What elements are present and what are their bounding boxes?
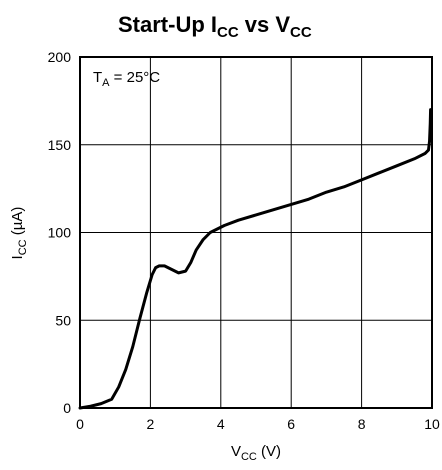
x-tick-label: 10	[424, 416, 440, 432]
annotation-text: T	[93, 69, 102, 86]
x-axis-label-subscript: CC	[241, 451, 257, 463]
x-tick-label: 2	[147, 416, 155, 432]
x-tick-label: 6	[287, 416, 295, 432]
chart-title-text-1: Start-Up I	[118, 12, 217, 37]
y-tick-labels: 0 50 100 150 200	[48, 49, 72, 416]
y-axis-label-text: I	[9, 255, 26, 259]
x-axis-label: VCC (V)	[231, 443, 281, 463]
chart-title-subscript-2: CC	[290, 24, 312, 41]
annotation-subscript: A	[102, 77, 110, 89]
temperature-annotation: TA = 25°C	[93, 69, 160, 89]
y-tick-label: 150	[48, 137, 72, 153]
plot-frame	[79, 56, 433, 409]
x-axis-label-unit: (V)	[257, 443, 281, 460]
x-tick-label: 8	[358, 416, 366, 432]
y-axis-label-subscript: CC	[17, 239, 29, 255]
series-line	[78, 108, 433, 410]
y-tick-label: 0	[63, 400, 71, 416]
chart-title-text-2: vs V	[239, 12, 291, 37]
annotation-rest: = 25°C	[110, 69, 161, 86]
x-tick-label: 0	[76, 416, 84, 432]
y-tick-label: 50	[55, 312, 71, 328]
y-axis-label: ICC (µA)	[9, 207, 29, 260]
y-axis-label-unit: (µA)	[9, 207, 26, 240]
grid	[80, 57, 432, 408]
x-axis-label-text: V	[231, 443, 241, 460]
x-tick-label: 4	[217, 416, 225, 432]
y-tick-label: 100	[48, 225, 72, 241]
y-tick-label: 200	[48, 49, 72, 65]
x-tick-labels: 0 2 4 6 8 10	[76, 416, 440, 432]
chart-title: Start-Up ICC vs VCC	[118, 12, 312, 41]
chart-title-subscript-1: CC	[217, 24, 239, 41]
